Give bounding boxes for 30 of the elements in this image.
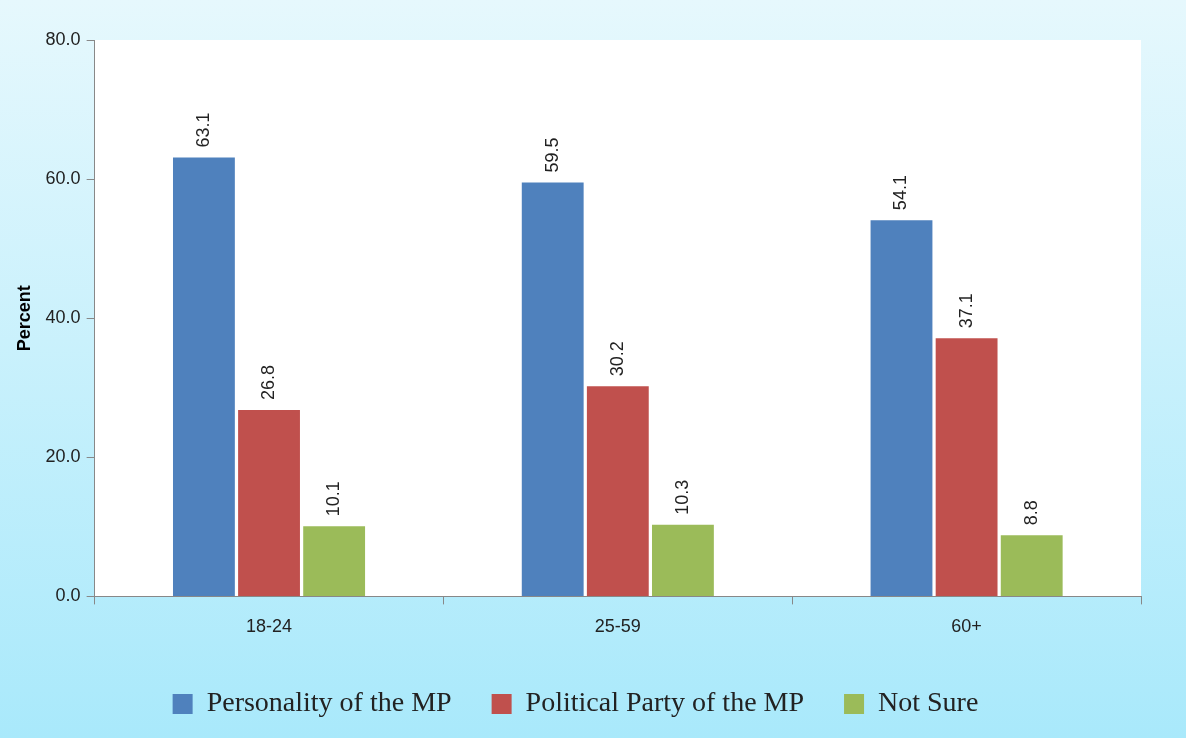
bar (172, 157, 235, 596)
bar (521, 182, 584, 596)
legend-label: Personality of the MP (206, 686, 452, 718)
bar (935, 338, 998, 596)
legend-label: Political Party of the MP (525, 686, 805, 718)
data-label: 63.1 (192, 112, 213, 148)
bar (1000, 535, 1063, 596)
legend-label: Not Sure (878, 686, 979, 718)
x-tick-label: 60+ (951, 616, 982, 637)
bar (870, 220, 933, 596)
y-tick-label: 60.0 (45, 168, 81, 189)
y-tick-label: 0.0 (55, 585, 81, 606)
x-tick-label: 25-59 (594, 616, 641, 637)
bar (586, 386, 649, 596)
data-label: 8.8 (1020, 500, 1041, 526)
y-tick-label: 80.0 (45, 28, 81, 49)
y-tick-label: 40.0 (45, 307, 81, 328)
bar (652, 524, 714, 596)
y-axis-title: Percent (13, 285, 34, 352)
data-label: 37.1 (955, 293, 976, 329)
x-tick-label: 18-24 (246, 616, 293, 637)
bar (303, 526, 366, 596)
data-label: 26.8 (258, 364, 278, 401)
bar (238, 410, 300, 596)
data-label: 59.5 (541, 137, 562, 173)
data-label: 10.3 (671, 479, 692, 515)
data-label: 54.1 (890, 175, 911, 211)
y-tick-label: 20.0 (45, 446, 81, 467)
data-label: 10.1 (323, 481, 344, 517)
data-label: 30.2 (606, 341, 627, 377)
